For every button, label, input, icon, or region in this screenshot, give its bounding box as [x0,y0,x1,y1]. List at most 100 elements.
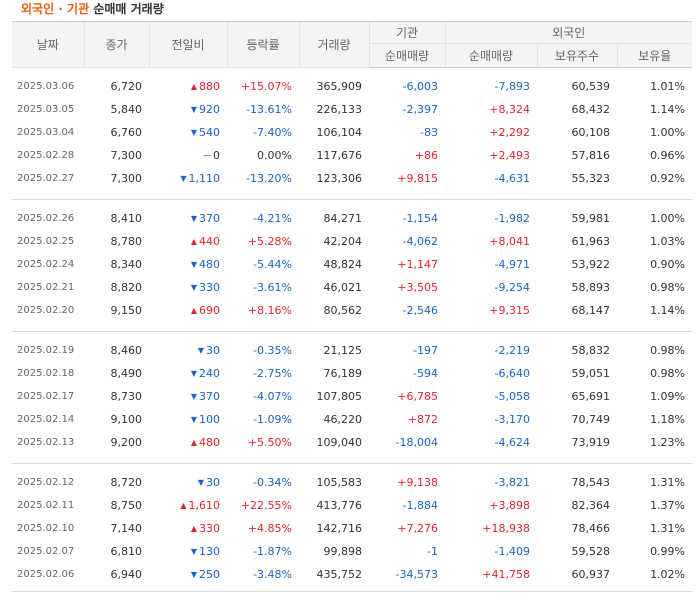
cell-foreign-net: -9,254 [494,281,530,294]
header-date: 날짜 [12,21,84,68]
group-top-spacer [12,464,692,472]
cell-foreign-ratio: 0.98% [650,281,686,294]
cell-change: ▼ 370 [149,207,227,230]
table-row: 2025.02.06 6,940 ▼ 250 -3.48% 435,752 -34,573 +… [12,563,692,586]
cell-foreign-shares: 60,108 [571,126,611,139]
cell-volume: 42,204 [323,235,363,248]
table-row: 2025.02.10 7,140 ▲ 330 +4.85% 142,716 +7,276 +1… [12,517,692,540]
cell-volume: 46,021 [323,281,363,294]
cell-institution-net: -83 [420,126,438,139]
change-value: 250 [199,568,220,581]
table-row: 2025.02.24 8,340 ▼ 480 -5.44% 48,824 +1,147 -4,… [12,253,692,276]
cell-date: 2025.03.05 [17,104,75,115]
cell-date: 2025.02.07 [17,546,75,557]
table-row: 2025.02.25 8,780 ▲ 440 +5.28% 42,204 -4,062 +8,… [12,230,692,253]
change-value: 100 [199,413,220,426]
cell-institution-net: +9,815 [397,172,438,185]
cell-rate: -0.34% [253,476,292,489]
title-foreign: 외국인 [21,2,55,16]
cell-institution-net: -2,546 [402,304,438,317]
cell-rate: +5.28% [247,235,292,248]
cell-foreign-shares: 58,832 [571,344,611,357]
trading-table: 날짜 종가 전일비 등락률 거래량 기관 외국인 순매매량 순매매량 보유주수 … [12,21,693,592]
cell-foreign-net: -7,893 [494,80,530,93]
cell-institution-net: -594 [413,367,438,380]
down-arrow-icon: ▼ [197,346,204,355]
up-arrow-icon: ▲ [190,237,197,246]
cell-foreign-net: +8,324 [489,103,530,116]
cell-change: ▲ 690 [149,299,227,322]
cell-foreign-shares: 78,543 [571,476,611,489]
cell-foreign-shares: 78,466 [571,522,611,535]
cell-date: 2025.02.24 [17,259,75,270]
cell-foreign-shares: 68,147 [571,304,611,317]
cell-institution-net: -34,573 [395,568,438,581]
cell-foreign-ratio: 1.23% [650,436,686,449]
cell-close: 8,490 [110,367,143,380]
cell-institution-net: +3,505 [397,281,438,294]
cell-foreign-shares: 73,919 [571,436,611,449]
cell-foreign-shares: 53,922 [571,258,611,271]
change-value: 440 [199,235,220,248]
cell-close: 8,780 [110,235,143,248]
cell-change: ▼ 370 [149,385,227,408]
cell-close: 9,150 [110,304,143,317]
cell-foreign-ratio: 0.92% [650,172,686,185]
cell-close: 8,340 [110,258,143,271]
title-institution: 기관 [67,2,90,16]
cell-close: 6,810 [110,545,143,558]
cell-volume: 80,562 [323,304,363,317]
cell-date: 2025.02.13 [17,437,75,448]
cell-foreign-shares: 65,691 [571,390,611,403]
change-value: 30 [206,344,220,357]
cell-rate: +22.55% [240,499,292,512]
header-volume: 거래량 [298,21,369,68]
table-row: 2025.02.14 9,100 ▼ 100 -1.09% 46,220 +872 -3,17… [12,408,692,431]
panel-title: 외국인 · 기관 순매매 거래량 [21,0,164,18]
cell-foreign-ratio: 1.01% [650,80,686,93]
table-row: 2025.02.12 8,720 ▼ 30 -0.34% 105,583 +9,138 -3,… [12,471,692,494]
cell-foreign-net: +2,493 [489,149,530,162]
cell-institution-net: -2,397 [402,103,438,116]
cell-change: ▲ 440 [149,230,227,253]
cell-change: ▲ 1,610 [149,494,227,517]
cell-close: 9,100 [110,413,143,426]
cell-rate: -2.75% [253,367,292,380]
cell-foreign-net: +41,758 [482,568,530,581]
cell-date: 2025.02.19 [17,345,75,356]
down-arrow-icon: ▼ [190,283,197,292]
table-row: 2025.02.27 7,300 ▼ 1,110 -13.20% 123,306 +9,81… [12,167,692,190]
group-top-spacer [12,68,692,76]
cell-volume: 76,189 [323,367,363,380]
flat-dash-icon: — [203,151,211,160]
cell-foreign-net: +8,041 [489,235,530,248]
change-value: 330 [199,522,220,535]
cell-foreign-net: -3,170 [494,413,530,426]
cell-close: 7,300 [110,149,143,162]
cell-volume: 117,676 [316,149,363,162]
down-arrow-icon: ▼ [190,369,197,378]
cell-volume: 21,125 [323,344,363,357]
change-value: 370 [199,390,220,403]
title-suffix: 순매매 거래량 [89,2,164,16]
cell-rate: -13.20% [246,172,292,185]
change-value: 30 [206,476,220,489]
cell-date: 2025.02.11 [17,500,75,511]
change-value: 240 [199,367,220,380]
cell-foreign-shares: 60,539 [571,80,611,93]
change-value: 690 [199,304,220,317]
down-arrow-icon: ▼ [190,214,197,223]
cell-foreign-ratio: 0.90% [650,258,686,271]
cell-foreign-shares: 60,937 [571,568,611,581]
cell-close: 8,720 [110,476,143,489]
cell-rate: -7.40% [253,126,292,139]
cell-rate: -3.48% [253,568,292,581]
down-arrow-icon: ▼ [190,570,197,579]
table-row: 2025.03.04 6,760 ▼ 540 -7.40% 106,104 -83 +2,29… [12,121,692,144]
cell-foreign-shares: 82,364 [571,499,611,512]
cell-rate: -13.61% [246,103,292,116]
cell-close: 8,730 [110,390,143,403]
cell-foreign-ratio: 1.18% [650,413,686,426]
cell-foreign-net: -6,640 [494,367,530,380]
change-value: 370 [199,212,220,225]
